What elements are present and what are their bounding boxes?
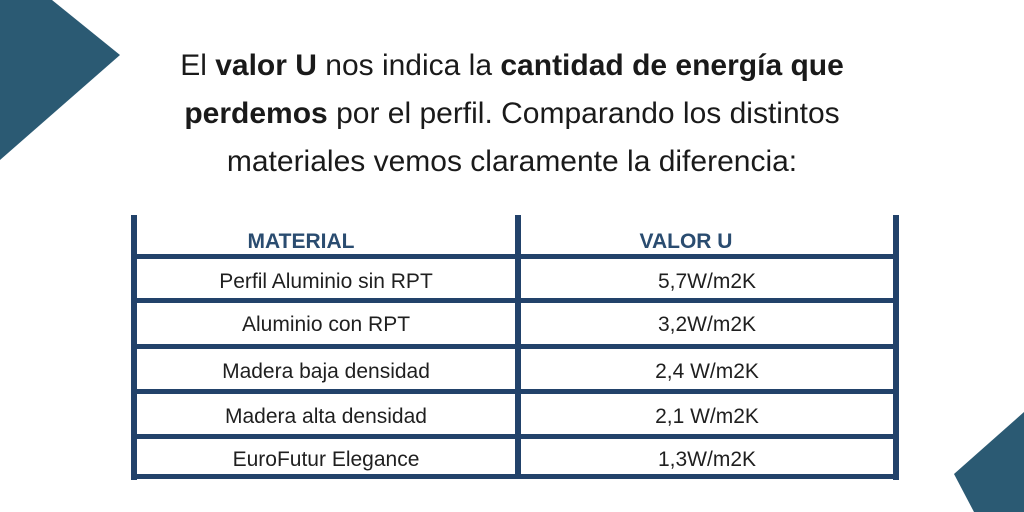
table-divider	[133, 434, 899, 439]
table-row-material: Aluminio con RPT	[241, 313, 411, 336]
table-row-valor: 2,4 W/m2K	[655, 360, 759, 383]
table-row-valor: 3,2W/m2K	[657, 313, 757, 336]
header-valor-u: VALOR U	[639, 230, 733, 253]
corner-triangle-bottom-right	[954, 412, 1024, 512]
intro-text-1: El	[180, 49, 216, 82]
table-divider	[133, 298, 899, 303]
intro-text-2: nos indica la	[316, 49, 501, 82]
corner-triangle-top-left	[0, 0, 120, 160]
table-row-material: Madera alta densidad	[225, 405, 427, 428]
table-divider	[133, 254, 899, 259]
table-row-valor: 5,7W/m2K	[657, 270, 757, 293]
header-material: MATERIAL	[247, 230, 355, 253]
intro-text-3: por el perfil. Comparando los distintos …	[226, 97, 840, 178]
table-divider	[133, 389, 899, 394]
table-row-material: Perfil Aluminio sin RPT	[219, 270, 433, 293]
intro-bold-valor-u: valor U	[215, 49, 317, 82]
table-row-material: EuroFutur Elegance	[232, 448, 420, 471]
u-value-table: MATERIAL VALOR U Perfil Aluminio sin RPT…	[131, 215, 903, 480]
table-divider	[133, 344, 899, 349]
intro-paragraph: El valor U nos indica la cantidad de ene…	[140, 42, 884, 186]
table-row-valor: 1,3W/m2K	[657, 448, 757, 471]
table-border-bottom	[133, 474, 899, 479]
intro-bold-cantidad: cantidad de energía que perdemos	[184, 49, 844, 130]
table-row-material: Madera baja densidad	[222, 360, 430, 383]
table-row-valor: 2,1 W/m2K	[655, 405, 759, 428]
